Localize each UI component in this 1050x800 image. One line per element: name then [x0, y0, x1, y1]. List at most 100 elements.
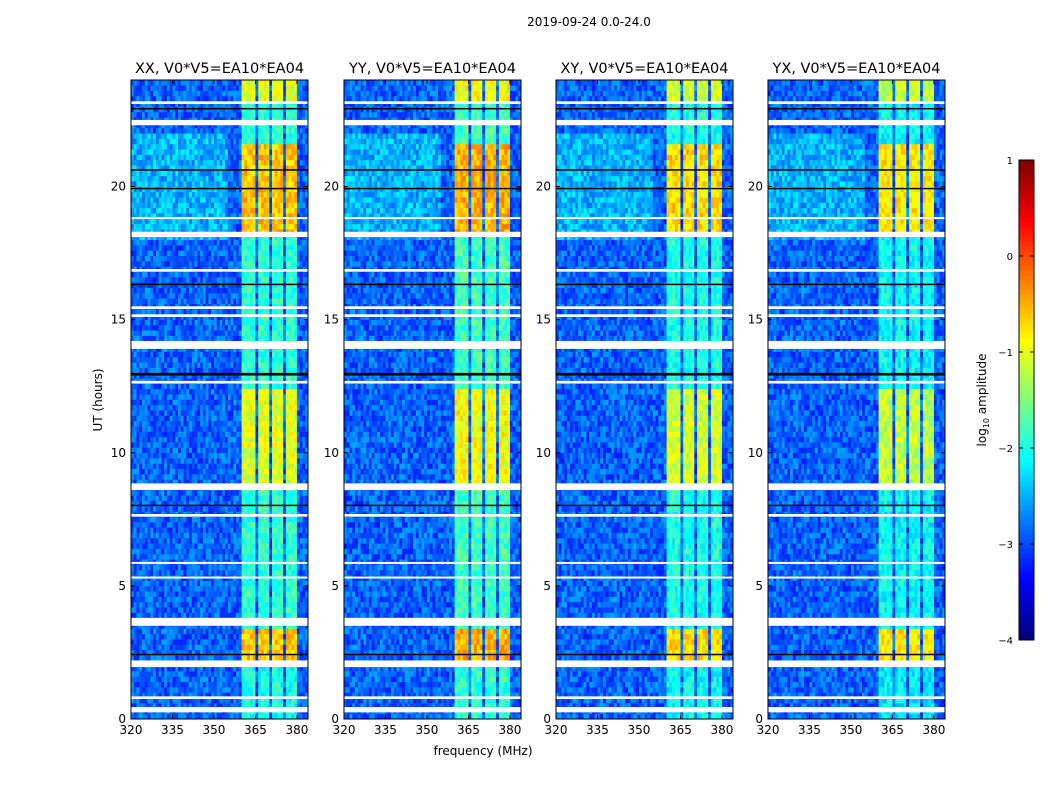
- heatmap-cell: [142, 644, 145, 650]
- heatmap-cell: [208, 597, 211, 603]
- heatmap-cell: [134, 591, 137, 597]
- heatmap-cell: [233, 549, 236, 555]
- heatmap-cell: [239, 607, 242, 613]
- heatmap-cell: [267, 682, 270, 688]
- heatmap-cell: [291, 336, 294, 342]
- heatmap-cell: [302, 565, 305, 571]
- heatmap-cell: [272, 597, 275, 603]
- heatmap-cell: [170, 671, 173, 677]
- heatmap-cell: [197, 581, 200, 587]
- heatmap-cell: [289, 533, 292, 539]
- heatmap-cell: [222, 682, 225, 688]
- heatmap-cell: [297, 309, 300, 315]
- heatmap-cell: [242, 549, 245, 555]
- heatmap-cell: [302, 320, 305, 326]
- heatmap-cell: [280, 389, 283, 395]
- heatmap-cell: [253, 442, 256, 448]
- heatmap-cell: [184, 597, 187, 603]
- heatmap-cell: [242, 495, 245, 501]
- heatmap-cell: [291, 506, 294, 512]
- heatmap-cell: [278, 490, 281, 496]
- heatmap-cell: [214, 543, 217, 549]
- heatmap-cell: [264, 538, 267, 544]
- heatmap-cell: [153, 517, 156, 523]
- heatmap-cell: [275, 447, 278, 453]
- heatmap-cell: [186, 644, 189, 650]
- heatmap-cell: [247, 581, 250, 587]
- heatmap-cell: [297, 517, 300, 523]
- heatmap-cell: [225, 602, 228, 608]
- heatmap-cell: [206, 506, 209, 512]
- heatmap-cell: [192, 495, 195, 501]
- heatmap-cell: [233, 463, 236, 469]
- heatmap-cell: [228, 597, 231, 603]
- heatmap-cell: [275, 309, 278, 315]
- heatmap-cell: [302, 639, 305, 645]
- heatmap-cell: [247, 357, 250, 363]
- heatmap-cell: [272, 581, 275, 587]
- heatmap-cell: [289, 426, 292, 432]
- heatmap-cell: [291, 362, 294, 368]
- heatmap-cell: [214, 320, 217, 326]
- heatmap-cell: [145, 320, 148, 326]
- heatmap-cell: [239, 687, 242, 693]
- heatmap-cell: [214, 336, 217, 342]
- heatmap-cell: [280, 405, 283, 411]
- heatmap-cell: [283, 495, 286, 501]
- heatmap-cell: [181, 714, 184, 720]
- heatmap-cell: [134, 426, 137, 432]
- heatmap-cell: [153, 447, 156, 453]
- heatmap-cell: [272, 639, 275, 645]
- heatmap-cell: [170, 549, 173, 555]
- heatmap-cell: [220, 490, 223, 496]
- heatmap-cell: [294, 400, 297, 406]
- heatmap-cell: [145, 325, 148, 331]
- heatmap-cell: [286, 554, 289, 560]
- heatmap-cell: [220, 405, 223, 411]
- heatmap-cell: [291, 538, 294, 544]
- heatmap-cell: [203, 453, 206, 459]
- heatmap-cell: [181, 362, 184, 368]
- heatmap-cell: [255, 400, 258, 406]
- heatmap-cell: [200, 389, 203, 395]
- heatmap-cell: [228, 325, 231, 331]
- heatmap-cell: [214, 469, 217, 475]
- heatmap-cell: [214, 597, 217, 603]
- heatmap-cell: [181, 591, 184, 597]
- heatmap-cell: [250, 352, 253, 358]
- heatmap-cell: [156, 554, 159, 560]
- heatmap-cell: [283, 400, 286, 406]
- heatmap-cell: [197, 517, 200, 523]
- heatmap-cell: [239, 644, 242, 650]
- heatmap-cell: [264, 613, 267, 619]
- heatmap-cell: [294, 384, 297, 390]
- heatmap-cell: [228, 431, 231, 437]
- heatmap-cell: [289, 325, 292, 331]
- heatmap-cell: [214, 527, 217, 533]
- heatmap-cell: [283, 458, 286, 464]
- heatmap-cell: [134, 415, 137, 421]
- heatmap-cell: [280, 325, 283, 331]
- heatmap-cell: [148, 384, 151, 390]
- heatmap-cell: [250, 602, 253, 608]
- heatmap-cell: [236, 442, 239, 448]
- heatmap-cell: [175, 527, 178, 533]
- heatmap-cell: [242, 453, 245, 459]
- heatmap-cell: [244, 389, 247, 395]
- heatmap-cell: [269, 336, 272, 342]
- heatmap-cell: [236, 714, 239, 720]
- heatmap-cell: [272, 506, 275, 512]
- heatmap-cell: [300, 389, 303, 395]
- heatmap-cell: [233, 581, 236, 587]
- heatmap-cell: [233, 410, 236, 416]
- heatmap-cell: [150, 634, 153, 640]
- heatmap-cell: [145, 431, 148, 437]
- heatmap-cell: [302, 410, 305, 416]
- heatmap-cell: [148, 607, 151, 613]
- heatmap-cell: [159, 565, 162, 571]
- heatmap-cell: [228, 628, 231, 634]
- heatmap-cell: [195, 527, 198, 533]
- heatmap-cell: [192, 586, 195, 592]
- heatmap-cell: [294, 442, 297, 448]
- heatmap-cell: [275, 474, 278, 480]
